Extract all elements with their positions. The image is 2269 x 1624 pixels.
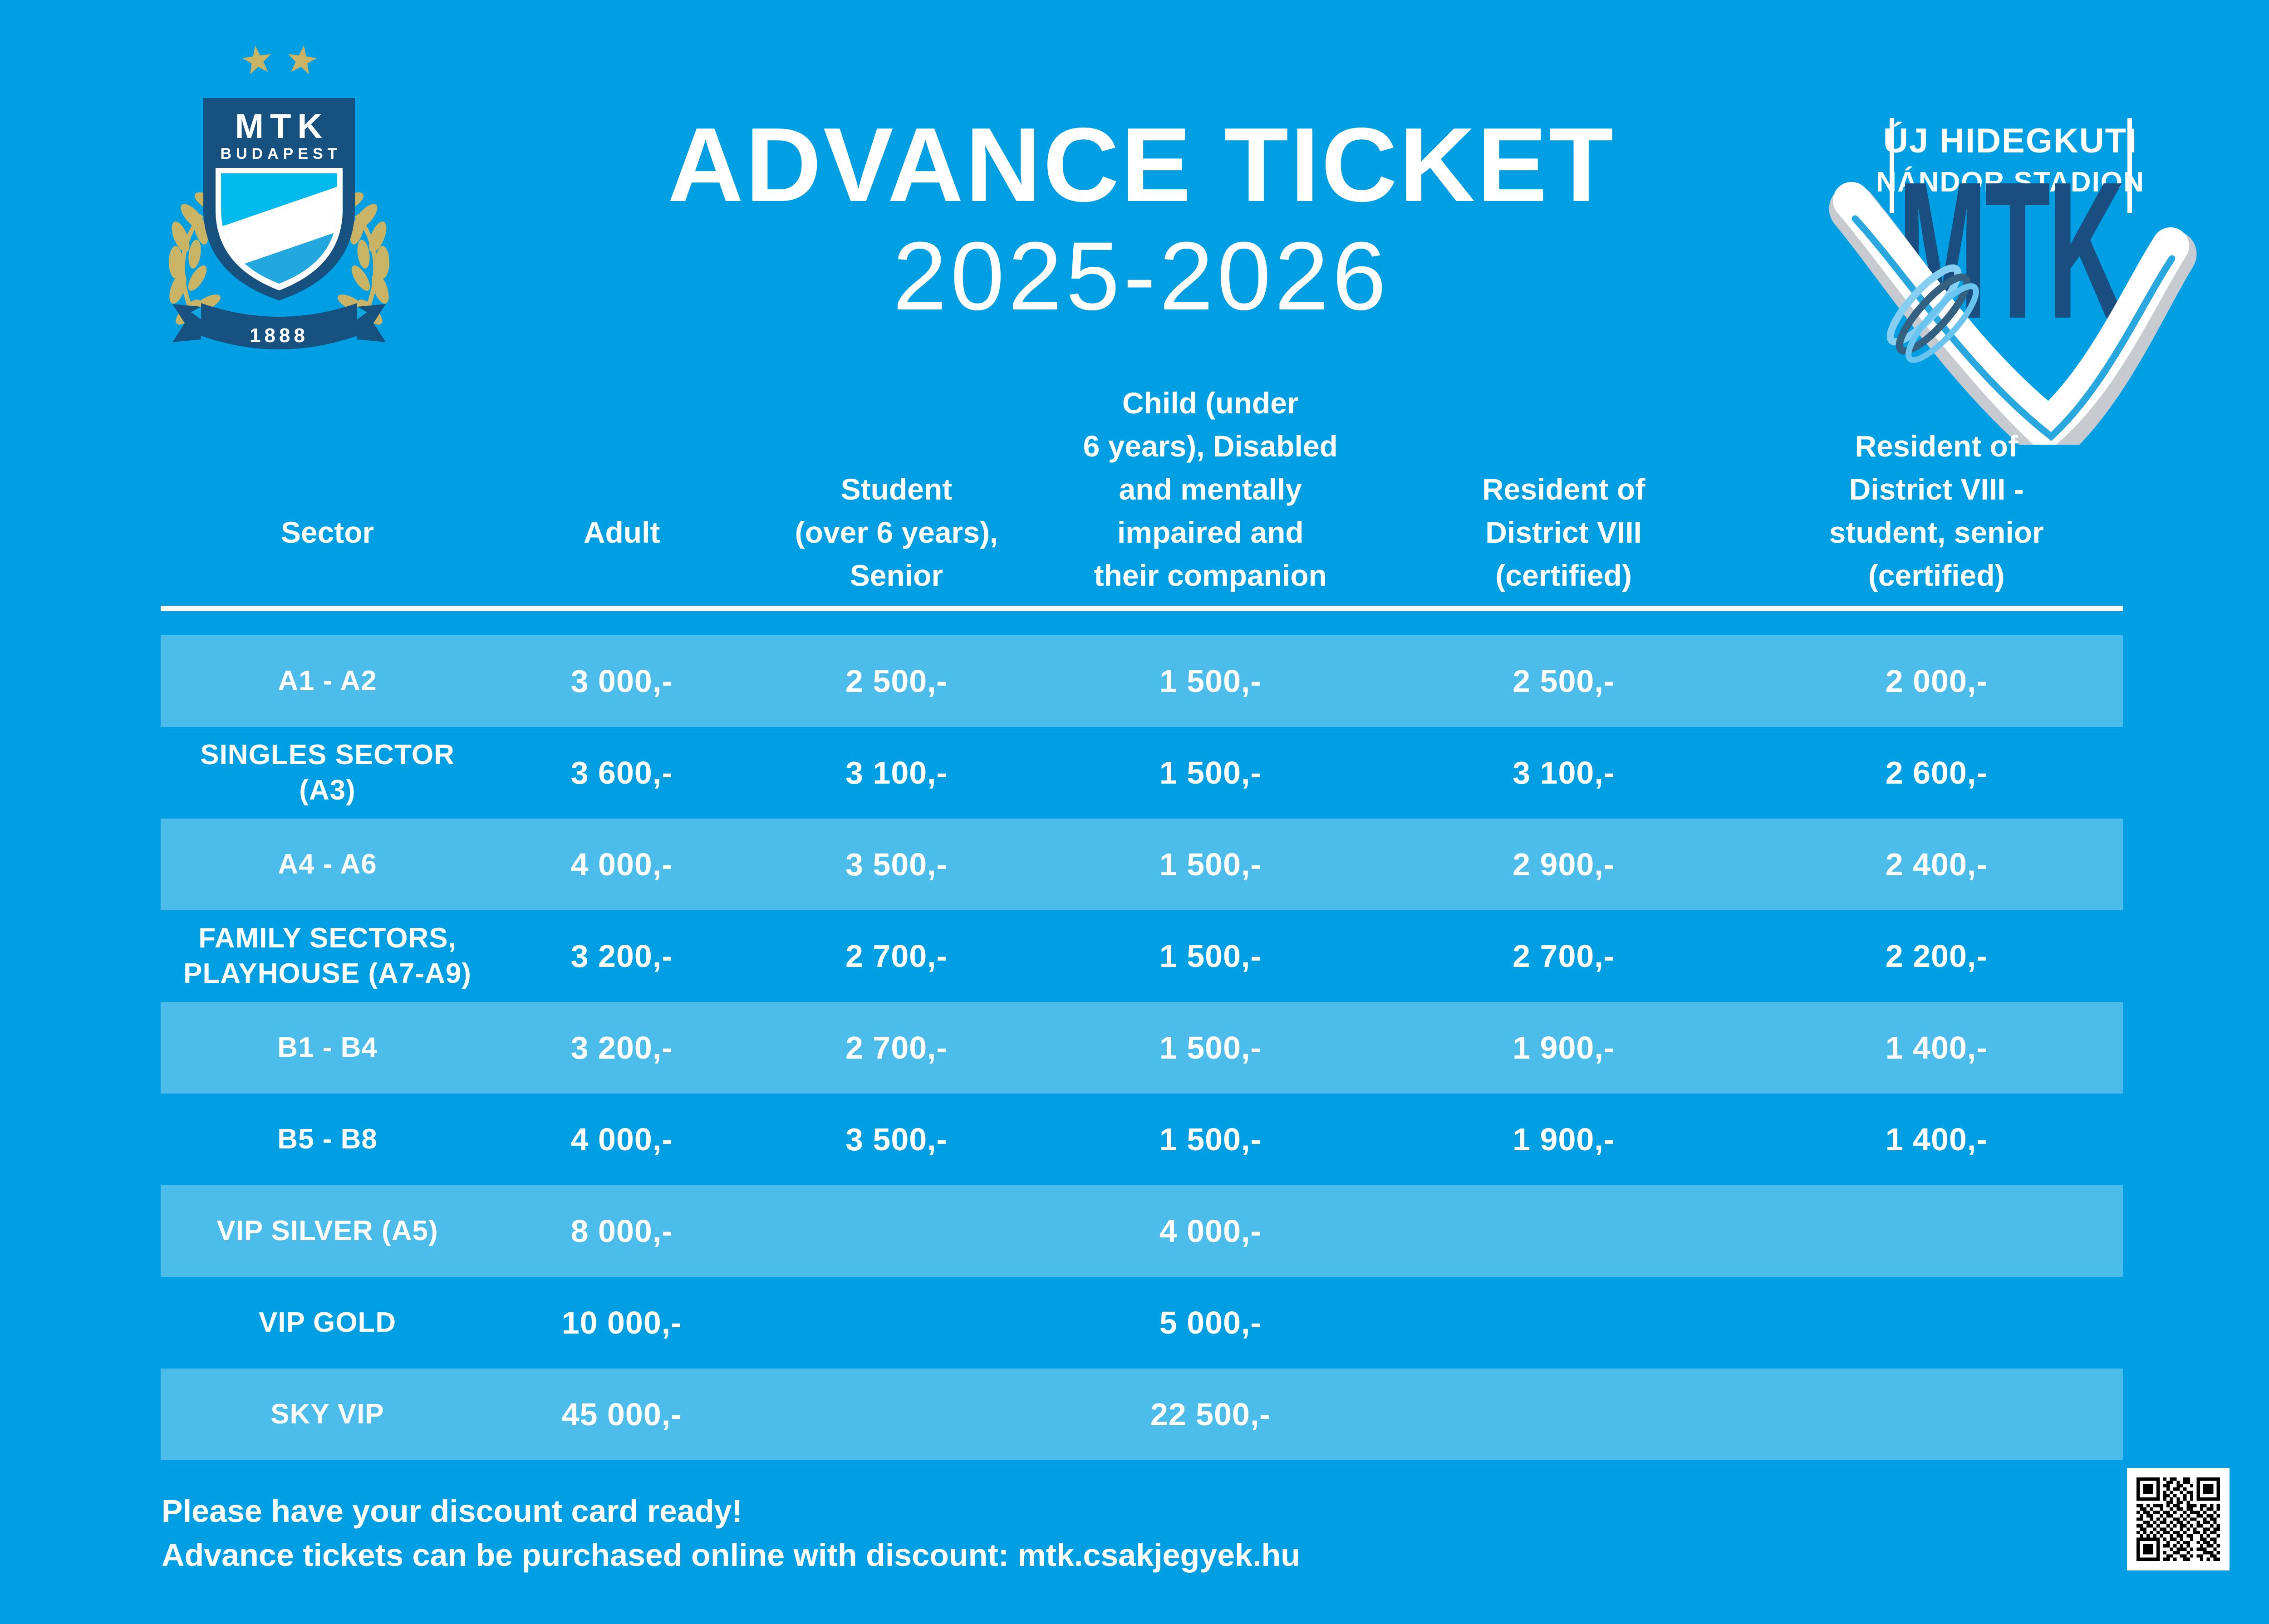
price-table: A1 - A2 3 000,- 2 500,- 1 500,- 2 500,- … xyxy=(161,635,2123,1460)
price-cell: 1 500,- xyxy=(1159,847,1262,882)
sector-cell: A4 - A6 xyxy=(278,849,377,880)
sector-cell: VIP GOLD xyxy=(258,1307,397,1338)
stadium-name-line2: NÁNDOR STADION xyxy=(1876,167,2145,198)
price-cell xyxy=(1377,1277,1750,1369)
crest-founded-text: 1888 xyxy=(250,324,309,347)
footer-note-line2: Advance tickets can be purchased online … xyxy=(162,1537,1301,1573)
price-cell: 2 700,- xyxy=(1513,938,1615,974)
page-title: ADVANCE TICKET xyxy=(667,106,1616,224)
footer-notes: Please have your discount card ready! Ad… xyxy=(162,1489,1886,1577)
crest-stars-icon xyxy=(242,45,317,75)
price-cell: 1 400,- xyxy=(1885,1030,1988,1065)
sector-cell: VIP SILVER (A5) xyxy=(216,1215,438,1246)
price-cell: 3 200,- xyxy=(570,1030,673,1065)
price-cell: 4 000,- xyxy=(1159,1213,1262,1249)
sector-cell: B1 - B4 xyxy=(277,1032,378,1063)
stadium-name-line1: ÚJ HIDEGKUTI xyxy=(1883,122,2137,160)
price-cell: 3 000,- xyxy=(570,663,673,699)
table-row: VIP GOLD 10 000,- 5 000,- xyxy=(161,1277,2123,1369)
price-cell: 45 000,- xyxy=(561,1397,682,1432)
sector-cell: FAMILY SECTORS, PLAYHOUSE (A7-A9) xyxy=(183,922,471,989)
price-cell xyxy=(1377,1185,1750,1277)
price-cell: 8 000,- xyxy=(570,1213,673,1249)
laurel-wreath-icon xyxy=(169,192,389,330)
column-header-student-senior: Student (over 6 years), Senior xyxy=(795,472,998,592)
column-header-sector: Sector xyxy=(280,515,374,549)
table-row: B5 - B8 4 000,- 3 500,- 1 500,- 1 900,- … xyxy=(161,1094,2123,1185)
price-cell: 3 100,- xyxy=(845,755,948,790)
price-cell: 2 400,- xyxy=(1885,847,1988,882)
stadium-rings-icon xyxy=(1886,264,1979,363)
price-cell: 3 500,- xyxy=(845,847,948,882)
column-header-resident: Resident of District VIII (certified) xyxy=(1482,472,1645,592)
price-cell: 4 000,- xyxy=(570,1122,673,1157)
column-header-resident-student: Resident of District VIII - student, sen… xyxy=(1829,429,2044,592)
column-header-child-disabled: Child (under 6 years), Disabled and ment… xyxy=(1083,386,1338,592)
footer-note-line1: Please have your discount card ready! xyxy=(162,1493,742,1529)
crest-ribbon xyxy=(172,303,386,349)
season-subtitle: 2025-2026 xyxy=(893,222,1390,330)
price-cell xyxy=(1750,1277,2123,1369)
price-cell xyxy=(749,1369,1044,1460)
price-cell xyxy=(749,1185,1044,1277)
stadium-swoosh-icon xyxy=(1829,182,2197,445)
price-cell: 2 600,- xyxy=(1885,755,1988,790)
stadium-left-bar xyxy=(1890,118,1894,213)
qr-code xyxy=(2127,1468,2230,1570)
price-cell: 5 000,- xyxy=(1159,1305,1262,1340)
price-cell xyxy=(1377,1369,1750,1460)
price-cell: 2 000,- xyxy=(1885,663,1988,699)
price-cell xyxy=(1750,1369,2123,1460)
price-cell: 1 500,- xyxy=(1159,1122,1262,1157)
price-cell: 2 900,- xyxy=(1513,847,1615,882)
price-cell xyxy=(1750,1185,2123,1277)
price-cell: 3 100,- xyxy=(1513,755,1615,790)
table-row: A1 - A2 3 000,- 2 500,- 1 500,- 2 500,- … xyxy=(161,635,2123,727)
price-cell: 3 600,- xyxy=(570,755,673,790)
table-row: SINGLES SECTOR (A3) 3 600,- 3 100,- 1 50… xyxy=(161,727,2123,819)
sector-cell: A1 - A2 xyxy=(278,665,377,697)
price-cell: 3 200,- xyxy=(570,938,673,974)
table-header-row: Sector Adult Student (over 6 years), Sen… xyxy=(161,344,2123,597)
price-cell: 1 500,- xyxy=(1159,755,1262,790)
sector-cell: SINGLES SECTOR (A3) xyxy=(200,739,455,806)
price-cell: 1 400,- xyxy=(1885,1122,1988,1157)
price-cell: 3 500,- xyxy=(845,1122,948,1157)
table-row: VIP SILVER (A5) 8 000,- 4 000,- xyxy=(161,1185,2123,1277)
table-row: SKY VIP 45 000,- 22 500,- xyxy=(161,1369,2123,1460)
crest-club-text: MTK xyxy=(235,107,329,146)
table-row: FAMILY SECTORS, PLAYHOUSE (A7-A9) 3 200,… xyxy=(161,910,2123,1002)
price-cell: 2 700,- xyxy=(845,938,948,974)
price-cell: 22 500,- xyxy=(1150,1397,1271,1432)
mtk-crest-logo: MTK BUDAPEST 1888 xyxy=(169,45,389,349)
sector-cell: B5 - B8 xyxy=(277,1124,378,1155)
price-cell: 1 900,- xyxy=(1513,1122,1615,1157)
price-cell: 1 500,- xyxy=(1159,663,1262,699)
price-cell: 10 000,- xyxy=(561,1305,682,1340)
header-divider-line xyxy=(161,606,2123,611)
price-cell: 2 200,- xyxy=(1885,938,1988,974)
price-cell: 2 500,- xyxy=(1513,663,1615,699)
crest-city-text: BUDAPEST xyxy=(220,145,341,162)
price-cell: 1 500,- xyxy=(1159,938,1262,974)
price-cell: 1 500,- xyxy=(1159,1030,1262,1065)
price-cell: 2 500,- xyxy=(845,663,948,699)
stadium-right-bar xyxy=(2127,118,2132,213)
sector-cell: SKY VIP xyxy=(270,1398,384,1430)
table-row: B1 - B4 3 200,- 2 700,- 1 500,- 1 900,- … xyxy=(161,1002,2123,1094)
price-cell: 4 000,- xyxy=(570,847,673,882)
price-cell: 2 700,- xyxy=(845,1030,948,1065)
table-row: A4 - A6 4 000,- 3 500,- 1 500,- 2 900,- … xyxy=(161,819,2123,910)
column-header-adult: Adult xyxy=(583,515,660,549)
price-cell xyxy=(749,1277,1044,1369)
stadium-logo: ÚJ HIDEGKUTI NÁNDOR STADION MTK xyxy=(1829,118,2197,445)
price-cell: 1 900,- xyxy=(1513,1030,1615,1065)
